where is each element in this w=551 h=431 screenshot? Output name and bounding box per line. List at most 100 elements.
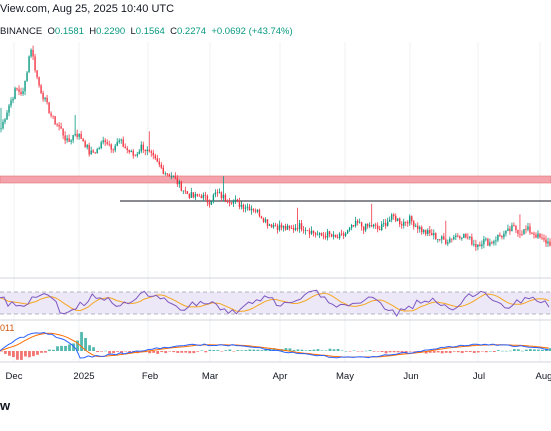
candle-body — [376, 225, 379, 229]
candle-body — [322, 235, 325, 237]
candle-body — [370, 225, 373, 227]
candle-body — [254, 210, 257, 212]
macd-hist-bar — [360, 351, 364, 352]
macd-hist-bar — [0, 351, 3, 352]
candle-body — [384, 223, 387, 226]
macd-hist-bar — [168, 351, 172, 352]
candle-body — [419, 227, 421, 230]
macd-hist-bar — [192, 351, 196, 354]
candle-body — [182, 190, 185, 192]
candle-body — [304, 230, 307, 232]
candle-body — [457, 235, 459, 237]
macd-hist-bar — [148, 351, 152, 354]
candle-body — [427, 230, 429, 235]
candle-body — [527, 226, 529, 230]
candle-body — [184, 190, 187, 192]
macd-hist-bar — [112, 351, 116, 354]
macd-hist-bar — [308, 349, 312, 351]
close-label: C — [170, 26, 177, 37]
macd-hist-bar — [448, 351, 452, 354]
candle-body — [236, 199, 239, 201]
candle-body — [533, 233, 535, 235]
candle-body — [190, 192, 193, 198]
candle-body — [348, 227, 351, 231]
candle-body — [336, 236, 339, 239]
candle-body — [513, 225, 515, 227]
macd-hist-bar — [120, 351, 124, 354]
low-value: 0.1564 — [135, 26, 165, 37]
macd-hist-bar — [312, 349, 316, 351]
candle-body — [248, 206, 251, 211]
candle-body — [186, 191, 189, 195]
candle-body — [389, 219, 391, 222]
candle-body — [140, 144, 142, 152]
candle-body — [519, 233, 521, 235]
x-tick-label: Jul — [473, 371, 485, 382]
macd-histogram — [0, 332, 551, 360]
candle-body — [42, 93, 44, 100]
candle-body — [50, 113, 52, 116]
candle-body — [224, 194, 227, 201]
candle-body — [298, 223, 301, 229]
macd-hist-bar — [388, 351, 392, 353]
x-tick-label: May — [336, 371, 354, 382]
macd-hist-bar — [512, 349, 516, 351]
candle-body — [60, 126, 62, 129]
candle-body — [220, 192, 223, 199]
x-tick-label: Apr — [273, 371, 288, 382]
candle-body — [132, 150, 134, 156]
candle-body — [473, 244, 475, 245]
candle-body — [82, 138, 84, 142]
macd-hist-bar — [204, 351, 208, 353]
candle-body — [52, 115, 54, 117]
macd-hist-bar — [40, 351, 43, 353]
macd-hist-bar — [176, 351, 180, 353]
candle-body — [86, 145, 88, 148]
macd-hist-bar — [440, 351, 444, 354]
macd-hist-bar — [36, 351, 39, 355]
candle-body — [505, 230, 507, 234]
candle-body — [495, 240, 497, 242]
candle-body — [24, 80, 26, 92]
candle-body — [2, 121, 4, 129]
candle-body — [288, 225, 291, 228]
macd-hist-bar — [432, 351, 436, 353]
candle-body — [90, 150, 92, 155]
candle-body — [84, 141, 86, 148]
candle-body — [403, 221, 405, 226]
candle-body — [380, 224, 383, 230]
macd-hist-bar — [340, 350, 344, 352]
macd-hist-bar — [364, 350, 368, 352]
candle-body — [104, 140, 106, 143]
macd-hist-bar — [336, 348, 340, 351]
candle-body — [362, 226, 365, 231]
candle-body — [176, 178, 179, 185]
macd-hist-bar — [156, 351, 160, 354]
macd-hist-bar — [208, 349, 212, 351]
x-tick-label: Jun — [403, 371, 418, 382]
candle-body — [172, 176, 175, 178]
candle-body — [366, 223, 369, 227]
candle-body — [465, 234, 467, 238]
macd-hist-bar — [464, 351, 468, 352]
candle-body — [64, 135, 66, 141]
macd-hist-bar — [4, 351, 7, 354]
candle-body — [156, 158, 158, 162]
macd-hist-bar — [292, 350, 296, 351]
x-tick-label: Feb — [142, 371, 158, 382]
candle-body — [356, 220, 359, 223]
candle-body — [58, 125, 60, 127]
macd-hist-bar — [244, 350, 248, 351]
candle-body — [110, 144, 112, 150]
candle-body — [409, 216, 411, 224]
macd-hist-bar — [496, 350, 500, 351]
macd-hist-bar — [372, 351, 376, 352]
candle-body — [477, 244, 479, 248]
candle-body — [507, 228, 509, 231]
candle-body — [515, 226, 517, 231]
candle-body — [122, 139, 124, 147]
macd-hist-bar — [188, 351, 192, 354]
candle-body — [330, 234, 333, 237]
candle-body — [358, 222, 361, 224]
